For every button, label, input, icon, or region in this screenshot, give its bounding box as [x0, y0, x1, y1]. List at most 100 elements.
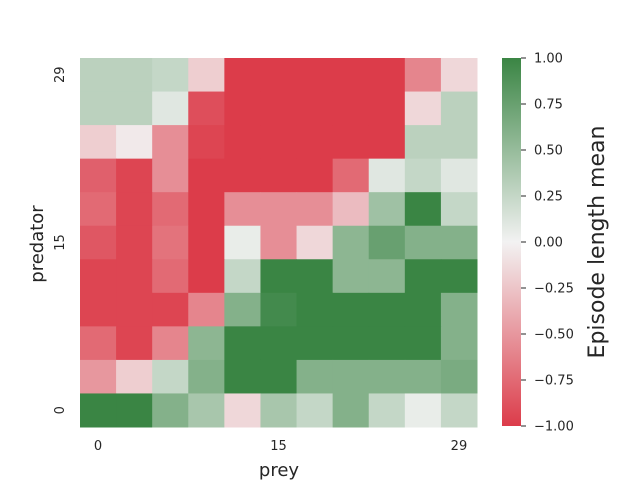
heatmap-cell [80, 125, 117, 160]
heatmap-cell [404, 158, 442, 193]
heatmap-cell [404, 225, 442, 260]
heatmap-cell [440, 58, 478, 93]
heatmap-cell [80, 225, 117, 260]
heatmap-cell [80, 192, 117, 227]
heatmap-cell [152, 292, 189, 327]
heatmap-cell [224, 91, 261, 126]
heatmap-cell [224, 393, 261, 428]
heatmap-cell [368, 259, 406, 294]
heatmap-cell [368, 393, 406, 428]
heatmap-cell [116, 91, 153, 126]
heatmap-cell [152, 58, 189, 93]
heatmap-cell [188, 292, 225, 327]
heatmap-cell [368, 359, 406, 394]
heatmap-cell [440, 158, 478, 193]
heatmap-cell [440, 91, 478, 126]
y-axis-label: predator [27, 205, 48, 283]
heatmap-cell [296, 192, 334, 227]
heatmap-cell [368, 158, 406, 193]
heatmap-cell [224, 326, 261, 361]
heatmap-cell [260, 393, 298, 428]
heatmap-cell [188, 91, 225, 126]
heatmap-cell [152, 158, 189, 193]
heatmap-cell [224, 158, 261, 193]
heatmap-cell [296, 259, 334, 294]
heatmap-cell [332, 192, 370, 227]
heatmap-cell [296, 125, 334, 160]
heatmap-cell [440, 359, 478, 394]
heatmap-cell [116, 292, 153, 327]
heatmap-cell [80, 58, 117, 93]
heatmap-cell [116, 359, 153, 394]
heatmap-cell [188, 158, 225, 193]
heatmap-cell [116, 225, 153, 260]
heatmap-cell [260, 158, 298, 193]
heatmap-cell [440, 225, 478, 260]
heatmap-cell [368, 192, 406, 227]
heatmap-cell [152, 192, 189, 227]
colorbar-tick-label: 1.00 [534, 52, 563, 67]
heatmap-cell [332, 259, 370, 294]
heatmap-cell [404, 393, 442, 428]
heatmap-cell [368, 225, 406, 260]
colorbar-tick-label: 0.50 [534, 144, 563, 159]
heatmap-cell [224, 225, 261, 260]
heatmap-cell [404, 192, 442, 227]
heatmap-cell [152, 259, 189, 294]
heatmap-cell [332, 393, 370, 428]
heatmap-cell [296, 292, 334, 327]
heatmap-cell [188, 326, 225, 361]
heatmap-cell [116, 326, 153, 361]
heatmap-cell [260, 359, 298, 394]
heatmap-cell [368, 326, 406, 361]
heatmap-cell [188, 359, 225, 394]
heatmap-cell [260, 292, 298, 327]
heatmap-cell [332, 292, 370, 327]
x-tick-label: 29 [451, 439, 468, 454]
x-tick-label: 15 [270, 439, 287, 454]
heatmap-cell [332, 58, 370, 93]
heatmap-cell [332, 91, 370, 126]
heatmap-cell [80, 158, 117, 193]
heatmap-cell [296, 393, 334, 428]
heatmap-cell [404, 125, 442, 160]
heatmap-cell [116, 192, 153, 227]
heatmap-cell [260, 326, 298, 361]
heatmap-cell [116, 58, 153, 93]
heatmap-cell [188, 58, 225, 93]
heatmap-cell [152, 91, 189, 126]
heatmap-cell [188, 259, 225, 294]
x-axis-label: prey [259, 460, 300, 480]
heatmap-cell [152, 393, 189, 428]
heatmap-cell [224, 292, 261, 327]
y-tick-label: 29 [53, 66, 68, 83]
heatmap-cell [440, 125, 478, 160]
colorbar-tick-label: 0.75 [534, 98, 563, 113]
colorbar-ticks: 1.00 0.75 0.50 0.25 0.00 −0.25 −0.50 −0.75 −1.00 [521, 52, 574, 435]
heatmap-cells [80, 58, 478, 428]
heatmap-cell [80, 91, 117, 126]
heatmap-cell [80, 359, 117, 394]
heatmap-cell [152, 359, 189, 394]
heatmap-cell [332, 359, 370, 394]
heatmap-cell [368, 91, 406, 126]
heatmap-cell [440, 393, 478, 428]
heatmap-cell [188, 393, 225, 428]
heatmap-cell [296, 158, 334, 193]
heatmap-cell [440, 192, 478, 227]
heatmap-cell [80, 292, 117, 327]
heatmap-cell [368, 292, 406, 327]
heatmap-cell [404, 259, 442, 294]
heatmap-cell [296, 359, 334, 394]
heatmap-cell [224, 359, 261, 394]
heatmap-cell [404, 58, 442, 93]
colorbar-tick-label: −1.00 [534, 420, 574, 435]
y-tick-label: 15 [53, 234, 68, 251]
heatmap-cell [152, 225, 189, 260]
heatmap-cell [296, 326, 334, 361]
heatmap-cell [260, 58, 298, 93]
y-tick-label: 0 [53, 406, 68, 414]
heatmap-cell [296, 91, 334, 126]
